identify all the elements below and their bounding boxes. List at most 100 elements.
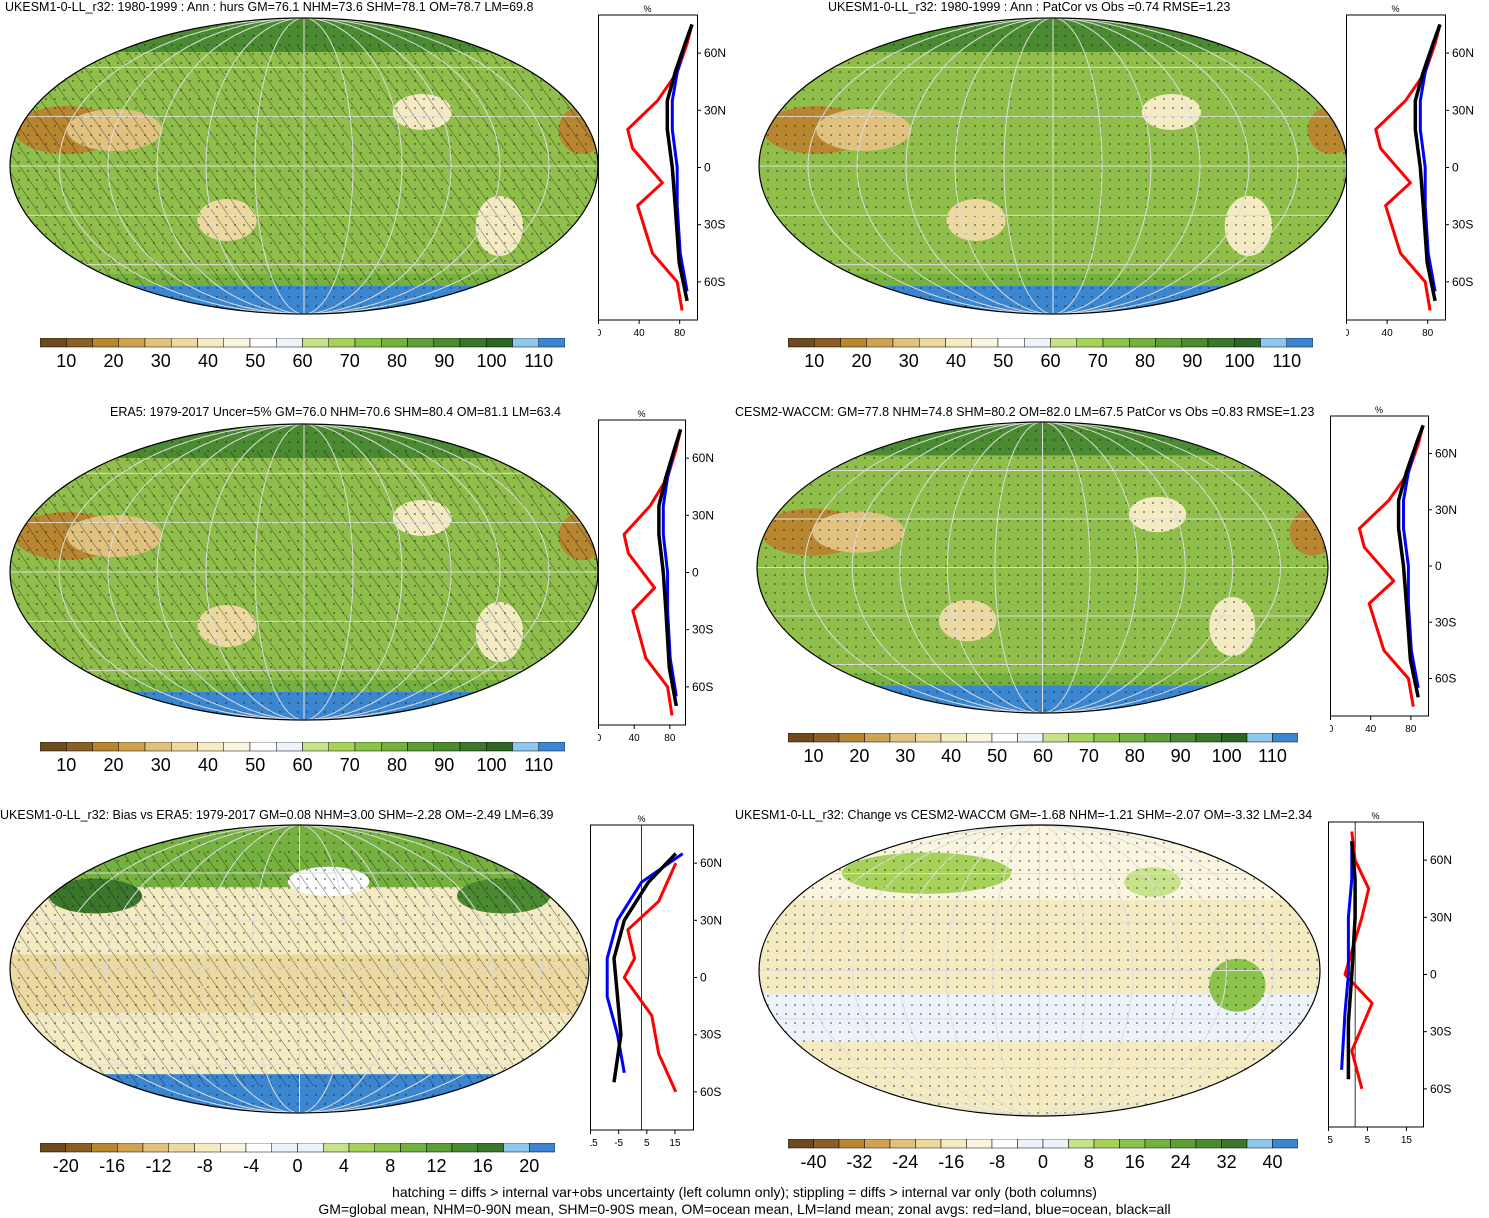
colorbar-label: 30: [151, 351, 171, 370]
colorbar-label: -8: [989, 1152, 1005, 1171]
lat-label: 30N: [1435, 503, 1457, 517]
colorbar: -40 -32 -24 -16 -8 0 8 16 24 32 40: [788, 1139, 1298, 1171]
colorbar-label: 30: [899, 351, 919, 370]
colorbar-label: 8: [385, 1156, 395, 1175]
colorbar-label: 100: [476, 755, 506, 774]
colorbar-swatch: [249, 742, 277, 752]
colorbar-swatch: [118, 742, 146, 752]
colorbar-label: 10: [56, 351, 76, 370]
zonal-mean-plot: % 60N 30N 0 30S 60S 0 40 80: [1330, 405, 1457, 734]
lat-label: 30S: [1435, 615, 1456, 629]
colorbar-label: 90: [434, 755, 454, 774]
zonal-all-line: [1346, 840, 1357, 1080]
colorbar-swatch: [323, 1143, 350, 1153]
colorbar-label: 70: [340, 351, 360, 370]
lat-label: 30S: [700, 1028, 721, 1042]
x-tick-label: 0: [598, 733, 602, 743]
colorbar-label: 70: [340, 755, 360, 774]
colorbar-swatch: [1017, 1139, 1044, 1149]
zonal-unit: %: [1371, 811, 1379, 821]
zonal-unit: %: [1391, 4, 1399, 14]
world-map: [756, 421, 1329, 714]
colorbar-label: 10: [803, 746, 823, 765]
colorbar-label: 30: [151, 755, 171, 774]
colorbar-swatch: [1024, 338, 1051, 348]
colorbar-label: 4: [339, 1156, 349, 1175]
colorbar-swatch: [840, 338, 867, 348]
lat-label: 30N: [1430, 910, 1452, 924]
colorbar-swatch: [864, 733, 891, 743]
lat-label: 60N: [1430, 853, 1452, 867]
colorbar-label: 80: [1125, 746, 1145, 765]
x-tick-label: 40: [1382, 328, 1394, 338]
x-tick-label: 15: [669, 1138, 681, 1148]
zonal-unit: %: [637, 409, 645, 419]
colorbar-swatch: [991, 733, 1018, 743]
colorbar-swatch: [223, 742, 251, 752]
colorbar-label: 16: [473, 1156, 493, 1175]
colorbar-swatch: [197, 338, 224, 348]
colorbar-swatch: [220, 1143, 247, 1153]
world-map: [9, 824, 590, 1114]
x-tick-label: 0: [1346, 328, 1350, 338]
panel-title: CESM2-WACCM: GM=77.8 NHM=74.8 SHM=80.2 O…: [735, 405, 1315, 419]
colorbar-swatch: [66, 338, 93, 348]
colorbar-label: 20: [103, 351, 123, 370]
colorbar-label: 8: [1084, 1152, 1094, 1171]
colorbar-swatch: [451, 1143, 478, 1153]
colorbar-swatch: [171, 742, 198, 752]
colorbar-swatch: [529, 1143, 555, 1153]
x-tick-label: 80: [1405, 724, 1417, 734]
colorbar-label: 100: [1212, 746, 1242, 765]
colorbar-swatch: [864, 1139, 891, 1149]
world-map: [9, 423, 599, 721]
lat-label: 60S: [704, 275, 725, 289]
colorbar-label: 70: [1079, 746, 1099, 765]
footer-line-1: hatching = diffs > internal var+obs unce…: [392, 1184, 1097, 1200]
colorbar-label: -24: [892, 1152, 918, 1171]
colorbar-swatch: [249, 338, 277, 348]
colorbar: 10 20 30 40 50 60 70 80 90 100 110: [40, 338, 565, 370]
colorbar-swatch: [92, 338, 119, 348]
colorbar-swatch: [1207, 338, 1235, 348]
colorbar-swatch: [302, 742, 329, 752]
zonal-land-line: [622, 862, 678, 1093]
colorbar-swatch: [1042, 1139, 1069, 1149]
colorbar-swatch: [915, 733, 942, 743]
colorbar-label: 80: [1135, 351, 1155, 370]
colorbar-label: 90: [1182, 351, 1202, 370]
zonal-all-line: [1413, 23, 1442, 302]
x-tick-label: 15: [1401, 1135, 1413, 1145]
colorbar-label: 60: [1033, 746, 1053, 765]
colorbar: 10 20 30 40 50 60 70 80 90 100 110: [788, 338, 1313, 370]
map-outline: [756, 421, 1329, 714]
x-tick-label: 80: [1422, 328, 1434, 338]
colorbar-swatch: [512, 742, 539, 752]
colorbar-swatch: [92, 742, 119, 752]
panel-title: UKESM1-0-LL_r32: Bias vs ERA5: 1979-2017…: [0, 808, 554, 822]
world-map: [758, 824, 1321, 1117]
colorbar-label: -8: [197, 1156, 213, 1175]
colorbar-swatch: [1155, 338, 1182, 348]
lat-label: 60S: [1435, 672, 1456, 686]
colorbar-swatch: [354, 742, 382, 752]
colorbar-label: 40: [1262, 1152, 1282, 1171]
zonal-mean-plot: % 60N 30N 0 30S 60S 0 40 80: [598, 409, 714, 743]
colorbar-swatch: [1234, 338, 1261, 348]
colorbar-swatch: [1170, 733, 1197, 743]
lat-label: 30N: [692, 508, 714, 522]
colorbar-swatch: [1272, 1139, 1298, 1149]
colorbar-swatch: [1260, 338, 1287, 348]
colorbar-swatch: [866, 338, 894, 348]
x-tick-label: 80: [664, 733, 676, 743]
lat-label: 60N: [704, 46, 726, 60]
lat-label: 60S: [692, 680, 713, 694]
colorbar-swatch: [813, 1139, 840, 1149]
zonal-unit: %: [643, 4, 651, 14]
colorbar-swatch: [426, 1143, 453, 1153]
colorbar-swatch: [814, 338, 841, 348]
colorbar-label: 90: [434, 351, 454, 370]
zonal-mean-plot: % 60N 30N 0 30S 60S -15 -5 5 15: [590, 814, 722, 1148]
lat-label: 30S: [1430, 1025, 1451, 1039]
colorbar-swatch: [919, 338, 946, 348]
